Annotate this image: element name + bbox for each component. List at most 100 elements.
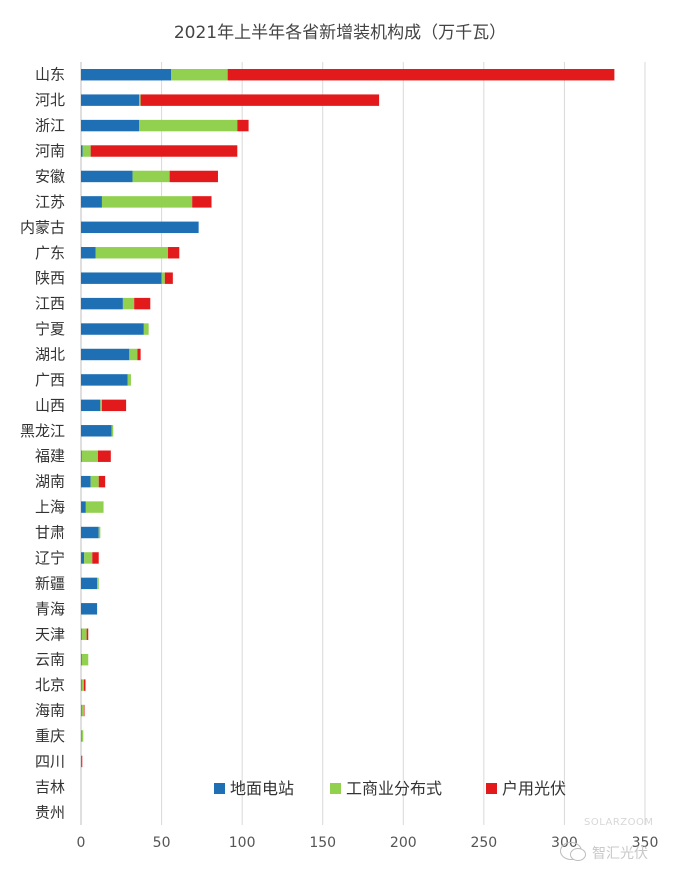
bar-segment (81, 704, 82, 717)
bar-segment (81, 221, 199, 234)
bar-segment (171, 68, 228, 81)
bar-segment (81, 450, 98, 462)
bar-segment (81, 450, 82, 462)
bar-segment (81, 247, 96, 259)
bar-segment (100, 399, 102, 412)
legend-label: 地面电站 (230, 779, 294, 798)
category-label: 黑龙江 (20, 422, 65, 440)
category-label: 江西 (35, 295, 65, 313)
wechat-badge: 智汇光伏 (560, 838, 672, 866)
bar-segment (139, 94, 141, 106)
bar-segment (101, 196, 193, 208)
bar-segment (81, 679, 82, 691)
bar-segment (97, 450, 111, 462)
bar-segment (81, 730, 82, 742)
category-label: 天津 (35, 625, 65, 643)
category-label: 湖北 (35, 345, 65, 363)
bar-segment (90, 145, 238, 157)
category-label: 广东 (35, 244, 65, 262)
category-label: 福建 (35, 447, 65, 465)
chart-title: 2021年上半年各省新增装机构成（万千瓦） (174, 23, 506, 43)
x-tick-label: 350 (632, 835, 659, 851)
category-label: 山西 (35, 396, 65, 414)
category-labels: 山东河北浙江河南安徽江苏内蒙古广东陕西江西宁夏湖北广西山西黑龙江福建湖南上海甘肃… (20, 66, 65, 822)
x-tick-label: 0 (77, 835, 86, 851)
bar-segment (83, 704, 85, 717)
bar-segment (111, 425, 114, 437)
bar-segment (101, 399, 127, 412)
bar-segment (92, 552, 99, 564)
bar-segment (81, 348, 130, 361)
category-label: 重庆 (35, 727, 65, 745)
category-label: 四川 (35, 752, 65, 770)
bar-segment (81, 653, 89, 666)
bar-segment (81, 297, 123, 310)
bar-segment (81, 730, 84, 742)
bar-segment (164, 272, 173, 284)
watermark-text: SOLARZOOM (584, 817, 654, 828)
category-label: 陕西 (35, 269, 65, 287)
bar-segment (168, 247, 180, 259)
bar-segment (81, 196, 102, 208)
bar-segment (132, 170, 170, 183)
legend-label: 工商业分布式 (346, 779, 442, 798)
bar-segment (85, 501, 104, 513)
bar-segment (81, 399, 101, 412)
bar-segment (81, 603, 98, 615)
x-tick-label: 250 (470, 835, 497, 851)
category-label: 广西 (35, 371, 65, 389)
bar-segment (81, 704, 84, 717)
category-label: 青海 (35, 600, 65, 618)
bar-segment (81, 425, 112, 437)
bar-segment (81, 374, 128, 386)
bar-segment (81, 170, 133, 183)
bar-segment (143, 323, 149, 335)
gridlines (80, 62, 646, 825)
bar-segment (97, 577, 99, 590)
bar-segment (122, 297, 135, 310)
bar-segment (81, 145, 83, 157)
category-label: 贵州 (35, 803, 65, 821)
category-label: 山东 (35, 66, 65, 84)
bar-segment (81, 526, 99, 539)
bar-segment (81, 552, 85, 564)
bar-segment (227, 68, 615, 81)
wechat-icon-inner (570, 848, 586, 861)
category-label: 甘肃 (35, 524, 65, 542)
bar-segment (140, 94, 380, 106)
bar-segment (81, 628, 82, 640)
category-label: 安徽 (35, 167, 65, 185)
category-label: 吉林 (35, 778, 65, 796)
bar-segment (81, 755, 83, 768)
bar-segment (98, 526, 101, 539)
category-label: 内蒙古 (20, 218, 65, 236)
legend-swatch (486, 783, 497, 794)
bar-segment (82, 145, 91, 157)
bar-segment (127, 374, 131, 386)
bar-segment (139, 119, 238, 132)
category-label: 宁夏 (35, 320, 65, 338)
category-label: 湖南 (35, 473, 65, 491)
category-label: 浙江 (35, 117, 65, 135)
bar-segment (81, 119, 140, 132)
bar-segment (81, 323, 144, 335)
bar-segment (192, 196, 212, 208)
bar-segment (81, 475, 91, 488)
x-tick-label: 150 (309, 835, 336, 851)
bar-segment (98, 475, 106, 488)
x-tick-label: 50 (153, 835, 171, 851)
bar-segment (90, 475, 99, 488)
legend-swatch (330, 783, 341, 794)
bar-segment (81, 68, 172, 81)
bar-segment (95, 247, 169, 259)
bar-segment (81, 501, 86, 513)
category-label: 海南 (35, 702, 65, 720)
legend: 地面电站 工商业分布式 户用光伏 (214, 779, 566, 798)
bar-segment (81, 755, 82, 768)
bar-segment (81, 679, 84, 691)
bar-segment (129, 348, 138, 361)
bar-segment (237, 119, 249, 132)
bar-segment (81, 628, 87, 640)
bar-segment (169, 170, 218, 183)
